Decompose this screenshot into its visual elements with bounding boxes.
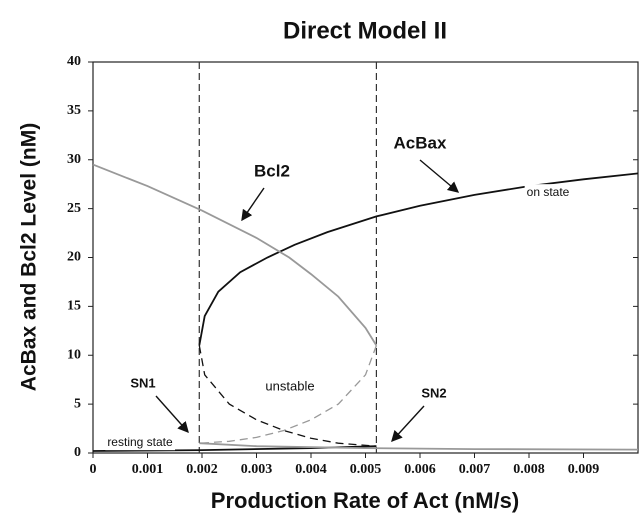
annotation: SN2 (421, 385, 446, 400)
annotation: on state (527, 185, 570, 199)
curve (199, 442, 639, 451)
x-tick-label: 0.003 (241, 462, 273, 477)
curve (199, 345, 378, 444)
annotation-arrow (419, 159, 460, 193)
annotation: AcBax (394, 133, 447, 152)
y-tick-label: 25 (67, 201, 81, 216)
x-tick-label: 0.006 (404, 462, 436, 477)
annotation-background (524, 184, 572, 201)
x-tick-label: 0.009 (568, 462, 600, 477)
y-tick-label: 35 (67, 103, 81, 118)
annotation-arrow (241, 187, 265, 222)
y-tick-label: 20 (67, 250, 81, 265)
annotation-background (105, 434, 176, 451)
x-tick-label: 0.008 (513, 462, 545, 477)
y-tick-label: 0 (74, 445, 81, 460)
annotation: Bcl2 (254, 161, 290, 180)
annotation: unstable (265, 378, 314, 393)
x-tick-label: 0.001 (132, 462, 164, 477)
annotation: SN1 (130, 375, 155, 390)
chart-title: Direct Model II (283, 17, 447, 44)
y-tick-label: 10 (67, 347, 81, 362)
y-tick-label: 15 (67, 299, 81, 314)
annotation-arrow (155, 395, 189, 434)
x-tick-label: 0.007 (459, 462, 491, 477)
annotation: resting state (107, 435, 173, 449)
x-axis-label: Production Rate of Act (nM/s) (211, 488, 519, 513)
y-tick-label: 40 (67, 54, 81, 69)
y-tick-label: 5 (74, 396, 81, 411)
y-axis-label: AcBax and Bcl2 Level (nM) (18, 123, 41, 391)
x-tick-label: 0.004 (295, 462, 327, 477)
curve (92, 163, 378, 346)
y-tick-label: 30 (67, 152, 81, 167)
annotation-arrow (391, 405, 425, 443)
x-tick-label: 0 (90, 462, 97, 477)
x-tick-label: 0.005 (350, 462, 382, 477)
x-tick-label: 0.002 (186, 462, 218, 477)
